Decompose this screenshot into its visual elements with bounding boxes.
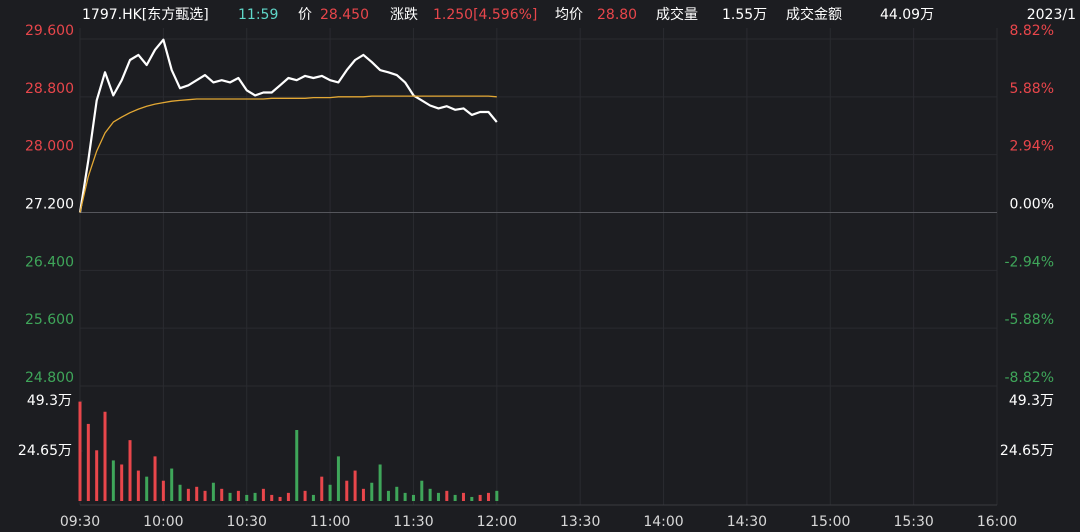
volume-bar bbox=[186, 488, 190, 501]
x-tick-label: 14:00 bbox=[643, 514, 683, 530]
volume-bar bbox=[361, 488, 365, 501]
volume-bar bbox=[245, 494, 249, 501]
volume-bar bbox=[228, 492, 232, 501]
y-tick-label: 28.000 bbox=[25, 139, 74, 155]
price: 28.450 bbox=[320, 7, 369, 23]
y-tick-label-right: 24.65万 bbox=[1000, 443, 1054, 459]
avg-label: 均价 bbox=[555, 7, 583, 23]
volume-bar bbox=[211, 482, 215, 501]
volume-bar bbox=[153, 456, 157, 501]
volume-bar bbox=[120, 464, 124, 501]
volume-bar bbox=[203, 490, 207, 501]
volume-bar bbox=[353, 470, 357, 501]
volume-bar bbox=[78, 401, 82, 501]
volume-bar bbox=[478, 494, 482, 501]
volume-bar bbox=[370, 482, 374, 501]
y-tick-label-right: 49.3万 bbox=[1009, 393, 1054, 409]
x-tick-label: 10:00 bbox=[143, 514, 183, 530]
volume-bar bbox=[278, 496, 282, 501]
volume-bar bbox=[436, 492, 440, 501]
y2-tick-label: 8.82% bbox=[1010, 23, 1054, 39]
y-tick-label: 25.600 bbox=[25, 312, 74, 328]
volume-bar bbox=[378, 464, 382, 501]
x-tick-label: 11:00 bbox=[310, 514, 350, 530]
volume-label: 成交量 bbox=[656, 6, 698, 23]
volume-bar bbox=[220, 488, 224, 501]
volume-bar bbox=[236, 490, 240, 501]
volume-bar bbox=[320, 476, 324, 501]
y2-tick-label: 0.00% bbox=[1010, 197, 1054, 213]
volume-bar bbox=[261, 488, 265, 501]
volume-bar bbox=[428, 488, 432, 501]
y2-tick-label: -8.82% bbox=[1004, 370, 1054, 386]
symbol: 1797.HK[东方甄选] bbox=[82, 7, 209, 23]
volume: 1.55万 bbox=[722, 7, 767, 23]
volume-bar bbox=[195, 486, 199, 501]
x-tick-label: 16:00 bbox=[977, 514, 1017, 530]
y2-tick-label: 5.88% bbox=[1010, 81, 1054, 97]
y-tick-label: 26.400 bbox=[25, 254, 74, 270]
volume-bar bbox=[445, 490, 449, 501]
volume-bar bbox=[270, 494, 274, 501]
volume-bar bbox=[336, 456, 340, 501]
volume-bar bbox=[420, 480, 424, 501]
volume-bar bbox=[403, 492, 407, 501]
price-label: 价 bbox=[298, 7, 312, 23]
volume-bar bbox=[178, 484, 182, 501]
volume-bar bbox=[103, 411, 107, 501]
date: 2023/1 bbox=[1027, 7, 1076, 23]
x-tick-label: 11:30 bbox=[393, 514, 433, 530]
x-tick-label: 13:30 bbox=[560, 514, 600, 530]
y-tick-label: 29.600 bbox=[25, 23, 74, 39]
volume-bar bbox=[470, 496, 474, 501]
volume-bar bbox=[295, 430, 299, 501]
volume-bar bbox=[111, 460, 115, 501]
y-tick-label: 24.800 bbox=[25, 370, 74, 386]
volume-bar bbox=[495, 490, 499, 501]
volume-bar bbox=[145, 476, 149, 501]
x-tick-label: 12:00 bbox=[477, 514, 517, 530]
y-tick-label: 27.200 bbox=[25, 197, 74, 213]
volume-bar bbox=[253, 492, 257, 501]
volume-bar bbox=[128, 440, 132, 501]
price-line bbox=[79, 95, 497, 213]
volume-bar bbox=[486, 492, 490, 501]
volume-bar bbox=[95, 450, 99, 501]
avg: 28.80 bbox=[597, 7, 637, 23]
y-tick-label: 24.65万 bbox=[18, 443, 72, 459]
volume-bar bbox=[345, 480, 349, 501]
volume-bar bbox=[411, 494, 415, 501]
volume-bar bbox=[328, 484, 332, 501]
turnover: 44.09万 bbox=[880, 7, 934, 23]
change: 1.250[4.596%] bbox=[433, 7, 537, 23]
y-tick-label: 49.3万 bbox=[27, 393, 72, 409]
x-tick-label: 09:30 bbox=[60, 514, 100, 530]
y-tick-label: 28.800 bbox=[25, 81, 74, 97]
x-tick-label: 10:30 bbox=[227, 514, 267, 530]
volume-bar bbox=[303, 490, 307, 501]
volume-bar bbox=[386, 490, 390, 501]
price-line bbox=[78, 38, 498, 213]
change-label: 涨跌 bbox=[390, 7, 418, 23]
y2-tick-label: -5.88% bbox=[1004, 312, 1054, 328]
volume-bar bbox=[136, 470, 140, 501]
volume-bar bbox=[395, 486, 399, 501]
x-tick-label: 15:30 bbox=[893, 514, 933, 530]
volume-bar bbox=[453, 494, 457, 501]
volume-bar bbox=[86, 423, 90, 501]
volume-bar bbox=[170, 468, 174, 501]
x-tick-label: 14:30 bbox=[727, 514, 767, 530]
turnover-label: 成交金额 bbox=[786, 6, 842, 23]
volume-bar bbox=[311, 494, 315, 501]
volume-bar bbox=[461, 492, 465, 501]
x-tick-label: 15:00 bbox=[810, 514, 850, 530]
y2-tick-label: -2.94% bbox=[1004, 254, 1054, 270]
y2-tick-label: 2.94% bbox=[1010, 139, 1054, 155]
volume-bar bbox=[161, 480, 165, 501]
time: 11:59 bbox=[238, 7, 278, 23]
volume-bar bbox=[286, 492, 290, 501]
